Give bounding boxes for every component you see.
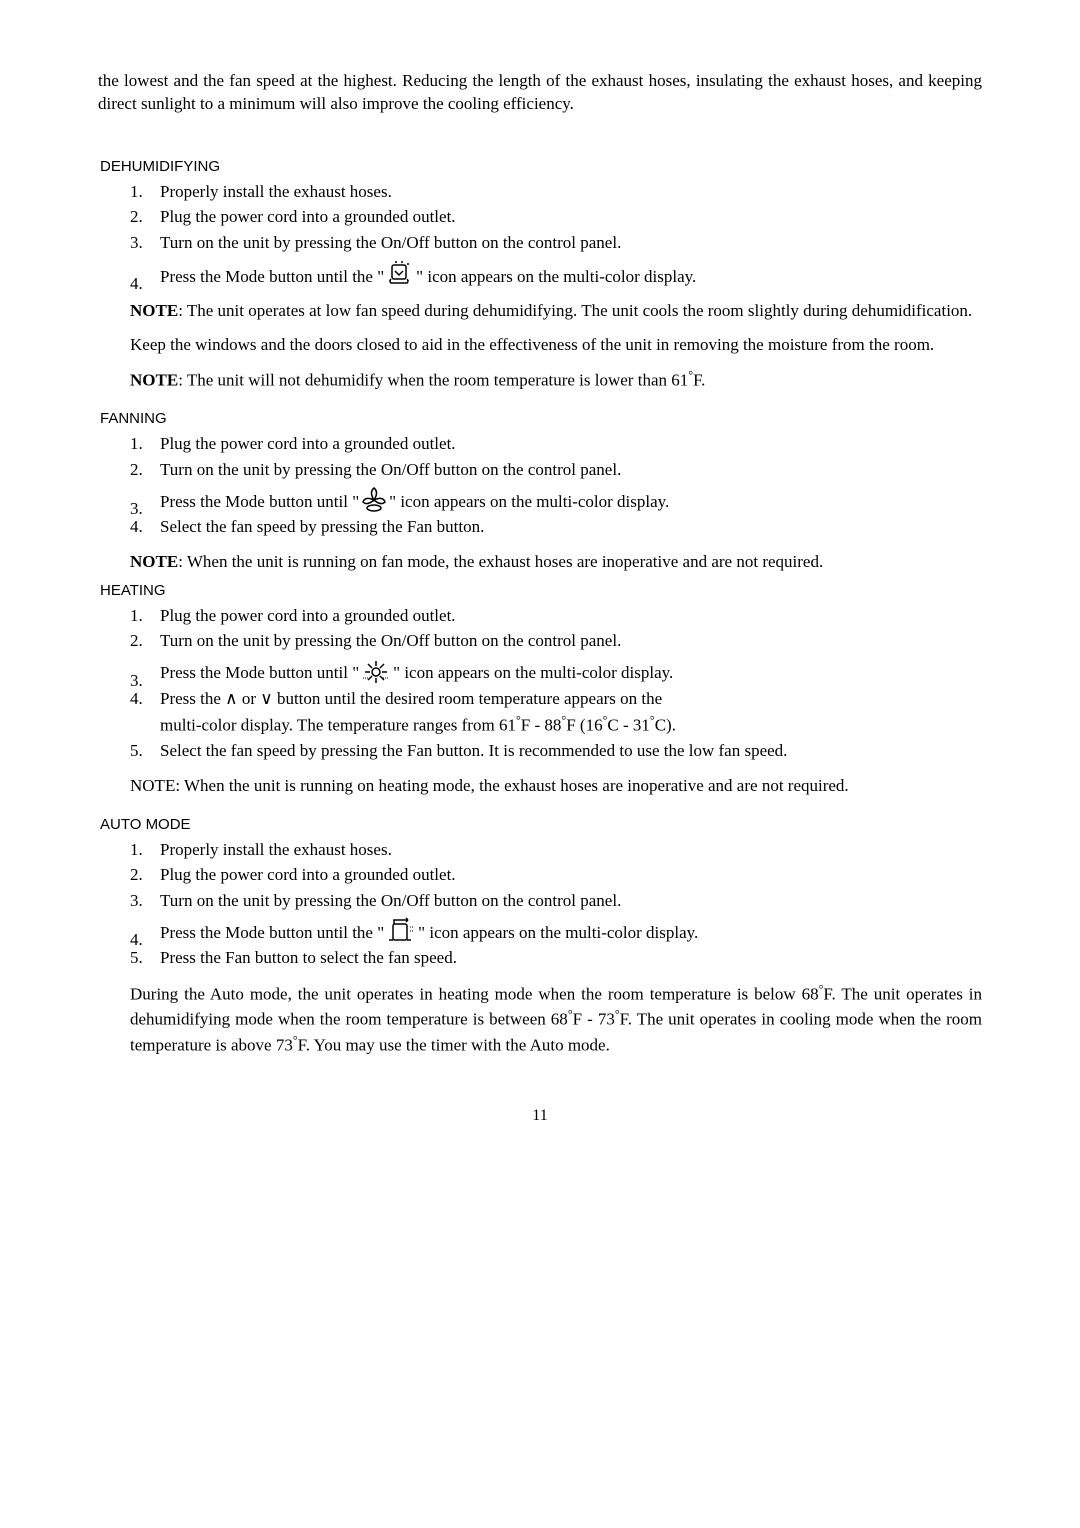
list-number: 1. xyxy=(130,179,143,205)
list-number: 1. xyxy=(130,603,143,629)
list-heating: 1. Plug the power cord into a grounded o… xyxy=(130,603,982,764)
list-item: 5. Press the Fan button to select the fa… xyxy=(130,945,982,971)
list-number: 4. xyxy=(130,271,143,297)
list-item: 3. Press the Mode button until " xyxy=(130,658,982,686)
note-paragraph: NOTE: The unit will not dehumidify when … xyxy=(130,367,982,392)
note-paragraph: NOTE: When the unit is running on heatin… xyxy=(130,774,982,798)
list-number: 2. xyxy=(130,862,143,888)
note-label: NOTE xyxy=(130,552,178,571)
list-item: 1. Properly install the exhaust hoses. xyxy=(130,179,982,205)
list-text: " icon appears on the multi-color displa… xyxy=(389,489,669,515)
list-number: 1. xyxy=(130,431,143,457)
heading-heating: HEATING xyxy=(100,582,982,599)
list-text: Select the fan speed by pressing the Fan… xyxy=(160,517,484,536)
list-text: Press the Mode button until " xyxy=(160,660,359,686)
list-dehumidifying: 1. Properly install the exhaust hoses. 2… xyxy=(130,179,982,290)
list-text: Select the fan speed by pressing the Fan… xyxy=(160,741,787,760)
body-paragraph: During the Auto mode, the unit operates … xyxy=(130,981,982,1057)
list-automode: 1. Properly install the exhaust hoses. 2… xyxy=(130,837,982,971)
dehumidify-icon xyxy=(386,259,414,289)
list-item: 3. Turn on the unit by pressing the On/O… xyxy=(130,230,982,256)
list-text: multi-color display. The temperature ran… xyxy=(160,716,516,735)
list-text: " icon appears on the multi-color displa… xyxy=(418,920,698,946)
list-item: 2. Plug the power cord into a grounded o… xyxy=(130,862,982,888)
list-text: F (16 xyxy=(566,716,602,735)
list-item: 2. Turn on the unit by pressing the On/O… xyxy=(130,628,982,654)
list-text: Turn on the unit by pressing the On/Off … xyxy=(160,891,621,910)
list-item: 1. Plug the power cord into a grounded o… xyxy=(130,603,982,629)
auto-icon xyxy=(386,917,416,945)
heading-dehumidifying: DEHUMIDIFYING xyxy=(100,158,982,175)
list-text: Plug the power cord into a grounded outl… xyxy=(160,434,456,453)
list-number: 5. xyxy=(130,945,143,971)
note-text: : When the unit is running on fan mode, … xyxy=(178,552,823,571)
list-text: Turn on the unit by pressing the On/Off … xyxy=(160,460,621,479)
list-text: Properly install the exhaust hoses. xyxy=(160,182,392,201)
sun-icon xyxy=(361,658,391,686)
note-text: F. xyxy=(693,371,705,390)
list-number: 2. xyxy=(130,628,143,654)
list-item: 1. Properly install the exhaust hoses. xyxy=(130,837,982,863)
note-paragraph: NOTE: The unit operates at low fan speed… xyxy=(130,299,982,323)
list-item: 4. Press the Mode button until the " " i… xyxy=(130,259,982,289)
list-number: 3. xyxy=(130,888,143,914)
heading-automode: AUTO MODE xyxy=(100,816,982,833)
page-number: 11 xyxy=(98,1107,982,1125)
list-text: Press the Mode button until the " xyxy=(160,920,384,946)
list-text: " icon appears on the multi-color displa… xyxy=(393,660,673,686)
list-number: 3. xyxy=(130,230,143,256)
list-number: 2. xyxy=(130,204,143,230)
list-text: Press the ∧ or ∨ button until the desire… xyxy=(160,689,662,708)
list-text: Turn on the unit by pressing the On/Off … xyxy=(160,631,621,650)
body-paragraph: Keep the windows and the doors closed to… xyxy=(130,333,982,357)
fan-icon xyxy=(361,486,387,514)
list-text: Press the Mode button until the " xyxy=(160,264,384,290)
list-item: 2. Plug the power cord into a grounded o… xyxy=(130,204,982,230)
list-number: 4. xyxy=(130,686,143,712)
list-text: F - 88 xyxy=(521,716,562,735)
para-text: F - 73 xyxy=(573,1010,615,1029)
list-text: Plug the power cord into a grounded outl… xyxy=(160,606,456,625)
note-label: NOTE xyxy=(130,371,178,390)
note-text: : The unit will not dehumidify when the … xyxy=(178,371,688,390)
list-number: 2. xyxy=(130,457,143,483)
list-number: 1. xyxy=(130,837,143,863)
list-text: Plug the power cord into a grounded outl… xyxy=(160,865,456,884)
list-text: Press the Fan button to select the fan s… xyxy=(160,948,457,967)
list-number: 4. xyxy=(130,514,143,540)
list-text: Plug the power cord into a grounded outl… xyxy=(160,207,456,226)
list-item: 4. Press the Mode button until the " " i… xyxy=(130,917,982,945)
note-text: : The unit operates at low fan speed dur… xyxy=(178,301,972,320)
page-content: the lowest and the fan speed at the high… xyxy=(98,70,982,1125)
list-item: 3. Turn on the unit by pressing the On/O… xyxy=(130,888,982,914)
note-paragraph: NOTE: When the unit is running on fan mo… xyxy=(130,550,982,574)
list-item: 4. Press the ∧ or ∨ button until the des… xyxy=(130,686,982,739)
heading-fanning: FANNING xyxy=(100,410,982,427)
list-text: " icon appears on the multi-color displa… xyxy=(416,264,696,290)
para-text: During the Auto mode, the unit operates … xyxy=(130,984,819,1003)
list-fanning: 1. Plug the power cord into a grounded o… xyxy=(130,431,982,540)
list-text: Turn on the unit by pressing the On/Off … xyxy=(160,233,621,252)
list-text: C). xyxy=(655,716,676,735)
list-item: 2. Turn on the unit by pressing the On/O… xyxy=(130,457,982,483)
list-text: Press the Mode button until " xyxy=(160,489,359,515)
list-item: 5. Select the fan speed by pressing the … xyxy=(130,738,982,764)
list-text: Properly install the exhaust hoses. xyxy=(160,840,392,859)
list-item: 1. Plug the power cord into a grounded o… xyxy=(130,431,982,457)
list-item: 3. Press the Mode button until " " icon … xyxy=(130,486,982,514)
list-item: 4. Select the fan speed by pressing the … xyxy=(130,514,982,540)
intro-paragraph: the lowest and the fan speed at the high… xyxy=(98,70,982,116)
list-number: 5. xyxy=(130,738,143,764)
para-text: F. You may use the timer with the Auto m… xyxy=(298,1035,610,1054)
list-text: C - 31 xyxy=(607,716,650,735)
note-label: NOTE xyxy=(130,301,178,320)
